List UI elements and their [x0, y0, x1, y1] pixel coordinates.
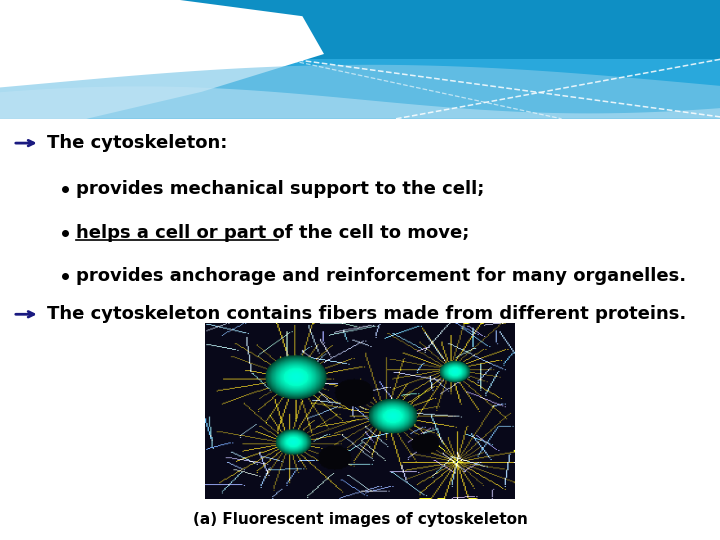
Polygon shape	[0, 86, 720, 119]
Text: The cytoskeleton contains fibers made from different proteins.: The cytoskeleton contains fibers made fr…	[47, 305, 686, 323]
Polygon shape	[0, 0, 324, 119]
Text: The cytoskeleton:: The cytoskeleton:	[47, 134, 228, 152]
Text: provides mechanical support to the cell;: provides mechanical support to the cell;	[76, 180, 484, 198]
FancyBboxPatch shape	[0, 0, 720, 59]
Text: provides anchorage and reinforcement for many organelles.: provides anchorage and reinforcement for…	[76, 267, 685, 286]
Polygon shape	[0, 65, 720, 119]
Text: (a) Fluorescent images of cytoskeleton: (a) Fluorescent images of cytoskeleton	[192, 512, 528, 527]
FancyBboxPatch shape	[0, 0, 720, 119]
Text: helps a cell or part of the cell to move;: helps a cell or part of the cell to move…	[76, 224, 469, 242]
